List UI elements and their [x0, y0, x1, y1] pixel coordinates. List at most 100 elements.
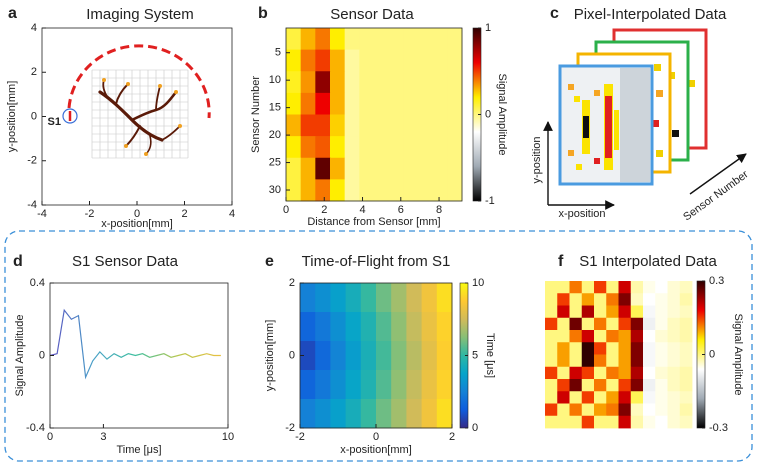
axis-label: x-position [558, 208, 605, 220]
heat-cell [655, 403, 668, 417]
heat-cell [667, 415, 681, 429]
panel-title: Sensor Data [330, 6, 414, 23]
heat-cell [388, 179, 404, 202]
colorbar-tick-label: 0 [485, 108, 491, 120]
heat-cell [667, 317, 681, 331]
colorbar-label: Signal Amplitude [732, 314, 744, 396]
sensor-label: S1 [48, 116, 61, 128]
heat-cell [557, 281, 570, 294]
heat-cell [418, 179, 434, 202]
heat-cell [447, 49, 463, 72]
heat-cell [630, 342, 644, 355]
heat-cell [286, 49, 302, 72]
y-tick-label: -2 [285, 422, 295, 434]
heat-cell [667, 281, 681, 294]
heat-cell [667, 354, 681, 368]
y-tick-label: 0 [289, 349, 295, 361]
heat-cell [557, 342, 570, 355]
panel-letter: f [558, 253, 564, 270]
heat-cell [403, 114, 419, 137]
heat-cell [436, 283, 453, 313]
heat-cell [545, 415, 558, 429]
heat-cell [569, 354, 583, 368]
heat-cell [679, 317, 693, 331]
heat-cell [545, 366, 558, 380]
x-tick-label: -2 [295, 431, 305, 443]
heat-cell [557, 305, 570, 319]
heat-cell [630, 305, 644, 319]
panel-title: Time-of-Flight from S1 [302, 253, 451, 270]
axis-label: y-position [531, 136, 543, 183]
heat-cell [594, 403, 607, 417]
colorbar-tick-label: -0.3 [709, 422, 728, 434]
heat-cell [581, 379, 595, 392]
y-tick-label: 20 [269, 129, 281, 141]
heat-cell [667, 293, 681, 306]
heat-cell [359, 136, 375, 159]
plot-frame [285, 27, 463, 202]
plot: -2 0 2 -2 0 2 x-position[mm] y-position[mm] 0 5 10… [264, 277, 496, 456]
axis-label: Sensor Number [681, 168, 751, 223]
heat-cell [330, 28, 346, 51]
heat-cell [330, 49, 346, 72]
x-tick-label: 0 [283, 204, 289, 216]
heat-cell [667, 366, 681, 380]
heat-cell [630, 317, 644, 331]
heat-cell [345, 312, 362, 342]
colorbar-tick-label: 1 [485, 22, 491, 34]
heat-cell [594, 305, 607, 319]
heat-cell [330, 136, 346, 159]
heat-cell [406, 399, 422, 429]
heat-cell [594, 342, 607, 355]
x-tick-label: 4 [229, 208, 235, 220]
heat-cell [344, 49, 360, 72]
panel-title: Imaging System [86, 6, 194, 23]
heat-cell [643, 281, 656, 294]
heat-cell [581, 293, 595, 306]
heat-cell [643, 354, 656, 368]
heat-cell [403, 157, 419, 180]
colorbar-tick-label: 0 [709, 348, 715, 360]
heat-cell [655, 391, 668, 404]
heat-cell [545, 354, 558, 368]
heat-cell [360, 312, 377, 342]
heat-cell [655, 305, 668, 319]
heat-cell [447, 28, 463, 51]
heat-cell [606, 305, 619, 319]
heat-cell [315, 179, 331, 202]
heat-cell [679, 403, 693, 417]
heat-cell [655, 379, 668, 392]
heat-cell [315, 312, 331, 342]
heat-cell [376, 370, 392, 400]
heat-cell [388, 136, 404, 159]
heat-cell [418, 92, 434, 115]
heat-cell [300, 283, 316, 313]
heat-cell [391, 370, 407, 400]
heat-cell [388, 157, 404, 180]
heat-cell [315, 136, 331, 159]
heat-cell [557, 379, 570, 392]
heat-cell [315, 28, 331, 51]
heat-cell [421, 399, 438, 429]
heat-cell [581, 342, 595, 355]
heat-cell [630, 354, 644, 368]
heat-cell [286, 136, 302, 159]
heat-cell [667, 403, 681, 417]
heat-cell [344, 157, 360, 180]
heat-cell [300, 341, 316, 371]
heat-cell [581, 415, 595, 429]
heat-cell [447, 92, 463, 115]
heat-cell [330, 370, 346, 400]
heat-cell [581, 391, 595, 404]
y-axis-label: y-position[mm] [264, 320, 276, 392]
heat-cell [432, 157, 448, 180]
heat-cell [557, 354, 570, 368]
heat-cell [388, 114, 404, 137]
y-tick-label: 0 [31, 110, 37, 122]
heat-cell [581, 281, 595, 294]
heat-cell [300, 136, 316, 159]
heat-cell [300, 92, 316, 115]
y-tick-label: -2 [27, 155, 37, 167]
heat-cell [359, 92, 375, 115]
